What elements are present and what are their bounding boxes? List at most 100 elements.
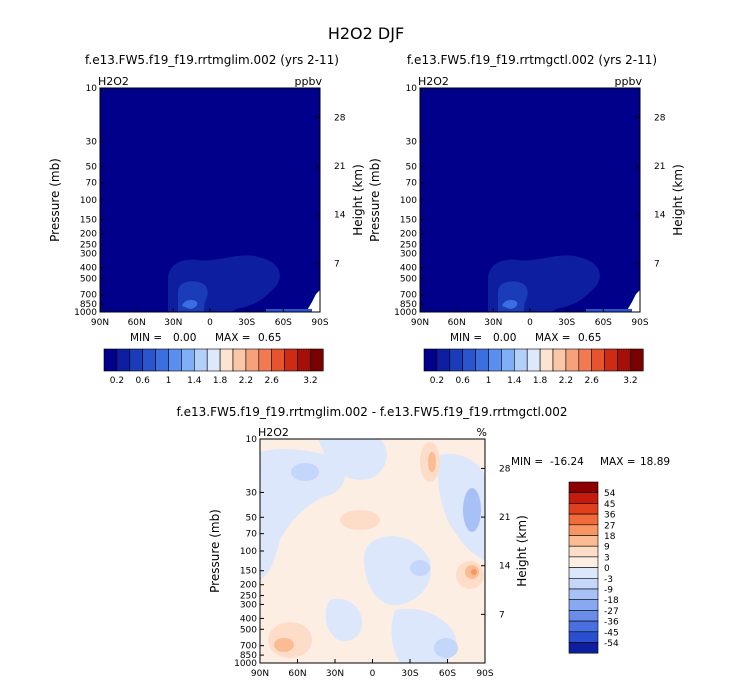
colorbar-label: 3.2 <box>303 376 317 386</box>
panel-2-surface-band <box>586 309 632 312</box>
x-tick-label: 90S <box>311 318 328 328</box>
colorbar-swatch <box>568 545 599 558</box>
y-tick-label: 250 <box>400 241 417 251</box>
colorbar-swatch <box>181 348 195 372</box>
colorbar-label: 3 <box>604 553 610 563</box>
panel-3-cool-core-3 <box>291 463 319 481</box>
y-tick-label: 100 <box>400 196 417 206</box>
panel-3-cool-region-1 <box>260 449 346 580</box>
y-tick-label: 300 <box>240 600 257 610</box>
y-tick-label: 250 <box>80 241 97 251</box>
colorbar-swatch <box>206 348 221 372</box>
y-tick-label: 700 <box>400 291 417 301</box>
panel-2: f.e13.FW5.f19_f19.rrtmgctl.002 (yrs 2-11… <box>368 53 685 386</box>
panel-3-ylabel-right: Height (km) <box>515 515 529 586</box>
panel-3-x-ticks: 90N 60N 30N 0 30S 60S 90S <box>251 659 494 679</box>
colorbar-label: 18 <box>604 532 616 542</box>
panel-1: f.e13.FW5.f19_f19.rrtmglim.002 (yrs 2-11… <box>48 53 365 386</box>
panel-3-field <box>260 439 485 663</box>
y-tick-label: 300 <box>80 249 97 259</box>
colorbar-swatch <box>103 348 118 372</box>
y-tick-label: 700 <box>240 642 257 652</box>
y-tick-label: 70 <box>86 179 98 189</box>
panel-1-ylabel-right: Height (km) <box>351 164 365 235</box>
panel-3-height-ticks: 28 21 14 7 <box>481 464 511 620</box>
height-tick-label: 14 <box>499 562 511 572</box>
y-tick-label: 50 <box>86 162 98 172</box>
colorbar-swatch <box>565 348 580 372</box>
panel-2-ylabel: Pressure (mb) <box>368 158 382 242</box>
colorbar-swatch <box>568 481 599 493</box>
colorbar-swatch <box>539 348 554 372</box>
y-tick-label: 500 <box>240 625 257 635</box>
colorbar-swatch <box>568 577 599 590</box>
panel-3-field-label: H2O2 <box>258 426 289 439</box>
y-tick-label: 70 <box>406 179 418 189</box>
panel-2-max-label: MAX = <box>535 332 571 344</box>
colorbar-label: -45 <box>604 628 619 638</box>
panel-3-cool-core-2 <box>410 560 430 576</box>
colorbar-swatch <box>568 631 599 643</box>
colorbar-swatch <box>568 642 599 654</box>
colorbar-label: 0 <box>604 564 610 574</box>
panel-2-title: f.e13.FW5.f19_f19.rrtmgctl.002 (yrs 2-11… <box>407 53 657 67</box>
colorbar-label: 0.2 <box>430 376 444 386</box>
colorbar-swatch <box>168 348 182 372</box>
y-tick-label: 70 <box>246 530 258 540</box>
y-tick-label: 400 <box>400 263 417 273</box>
panel-3-min-label: MIN = <box>511 456 543 468</box>
panel-1-field-label: H2O2 <box>98 75 129 88</box>
panel-1-max-label: MAX = <box>215 332 251 344</box>
y-tick-label: 10 <box>86 84 98 94</box>
panel-1-max-value: 0.65 <box>258 332 281 344</box>
colorbar-swatch <box>568 599 599 611</box>
y-tick-label: 1000 <box>234 659 257 669</box>
panel-2-colorbar: 0.2 0.6 1 1.4 1.8 2.2 2.6 3.2 <box>423 348 644 386</box>
colorbar-label: 1.4 <box>187 376 202 386</box>
height-tick-label: 14 <box>334 211 346 221</box>
colorbar-swatch <box>258 348 272 372</box>
y-tick-label: 150 <box>80 216 97 226</box>
y-tick-label: 50 <box>406 162 418 172</box>
height-tick-label: 28 <box>499 464 511 474</box>
colorbar-swatch <box>129 348 144 372</box>
colorbar-swatch <box>284 348 298 372</box>
y-tick-label: 250 <box>240 592 257 602</box>
panel-3-cool-region-6 <box>325 598 363 642</box>
x-tick-label: 30N <box>164 318 182 328</box>
height-tick-label: 21 <box>334 162 345 172</box>
colorbar-swatch <box>155 348 169 372</box>
panel-1-field <box>168 255 320 312</box>
y-tick-label: 50 <box>246 513 258 523</box>
colorbar-swatch <box>578 348 592 372</box>
colorbar-swatch <box>423 348 438 372</box>
panel-2-units: ppbv <box>615 75 643 88</box>
panel-1-units: ppbv <box>295 75 323 88</box>
height-tick-label: 28 <box>654 113 666 123</box>
panel-2-min-label: MIN = <box>450 332 482 344</box>
panel-3: f.e13.FW5.f19_f19.rrtmglim.002 - f.e13.F… <box>176 405 670 679</box>
colorbar-swatch <box>591 348 605 372</box>
colorbar-swatch <box>232 348 247 372</box>
y-tick-label: 1000 <box>74 308 97 318</box>
colorbar-swatch <box>568 524 599 536</box>
panel-2-contour-high <box>502 299 518 309</box>
panel-1-surface-band <box>266 309 312 312</box>
colorbar-label: 0.2 <box>110 376 124 386</box>
panel-3-max-value: 18.89 <box>640 456 670 468</box>
colorbar-swatch <box>501 348 515 372</box>
colorbar-swatch <box>526 348 541 372</box>
colorbar-swatch <box>449 348 463 372</box>
panel-3-warm-core-3 <box>428 452 436 472</box>
x-tick-label: 90N <box>251 669 269 679</box>
y-tick-label: 400 <box>240 614 257 624</box>
x-tick-label: 0 <box>207 318 213 328</box>
colorbar-swatch <box>552 348 567 372</box>
y-tick-label: 300 <box>400 249 417 259</box>
colorbar-label: 2.6 <box>585 376 600 386</box>
y-tick-label: 850 <box>240 651 257 661</box>
x-tick-label: 30S <box>558 318 575 328</box>
colorbar-label: 1 <box>486 376 492 386</box>
y-tick-label: 1000 <box>394 308 417 318</box>
